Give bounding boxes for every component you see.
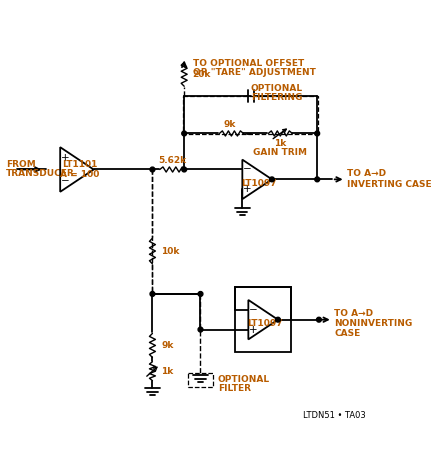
Circle shape: [181, 131, 186, 136]
Text: −: −: [61, 176, 69, 186]
Text: TO OPTIONAL OFFSET: TO OPTIONAL OFFSET: [192, 59, 303, 69]
Circle shape: [316, 317, 321, 322]
Circle shape: [197, 291, 202, 296]
Circle shape: [150, 291, 155, 296]
Circle shape: [275, 317, 279, 322]
Text: CASE: CASE: [334, 329, 360, 338]
Text: 9k: 9k: [223, 120, 235, 129]
Text: −: −: [243, 164, 251, 174]
Text: LT1097: LT1097: [240, 179, 276, 188]
Text: +: +: [243, 184, 251, 194]
Circle shape: [181, 167, 186, 172]
Text: −: −: [249, 305, 257, 315]
Text: 1k: 1k: [273, 139, 286, 148]
Text: FILTER: FILTER: [217, 384, 250, 393]
Circle shape: [269, 177, 274, 182]
Text: 9k: 9k: [161, 341, 173, 350]
Text: TO A→D: TO A→D: [334, 309, 373, 318]
Text: +: +: [249, 325, 257, 335]
Text: GAIN TRIM: GAIN TRIM: [253, 148, 306, 157]
Text: LTDN51 • TA03: LTDN51 • TA03: [302, 411, 365, 420]
Circle shape: [197, 327, 202, 332]
Text: FROM: FROM: [6, 160, 35, 169]
Circle shape: [314, 177, 319, 182]
Text: OPTIONAL: OPTIONAL: [250, 84, 302, 94]
Text: LT1101: LT1101: [62, 160, 97, 169]
Text: NONINVERTING: NONINVERTING: [334, 320, 412, 329]
Text: 5.62k: 5.62k: [158, 157, 186, 165]
Text: INVERTING CASE: INVERTING CASE: [346, 180, 431, 189]
Text: FILTERING: FILTERING: [250, 93, 302, 102]
Text: TRANSDUCER: TRANSDUCER: [6, 169, 74, 178]
Text: A = 100: A = 100: [59, 170, 99, 179]
Text: 10k: 10k: [161, 247, 179, 256]
Text: OPTIONAL: OPTIONAL: [217, 375, 269, 384]
Text: OR "TARE" ADJUSTMENT: OR "TARE" ADJUSTMENT: [192, 68, 315, 77]
Text: LT1097: LT1097: [247, 320, 282, 329]
Text: 20k: 20k: [191, 70, 210, 79]
Circle shape: [150, 167, 155, 172]
Circle shape: [314, 131, 319, 136]
Text: +: +: [61, 153, 69, 163]
Text: TO A→D: TO A→D: [346, 169, 385, 178]
Text: 1k: 1k: [161, 367, 173, 375]
